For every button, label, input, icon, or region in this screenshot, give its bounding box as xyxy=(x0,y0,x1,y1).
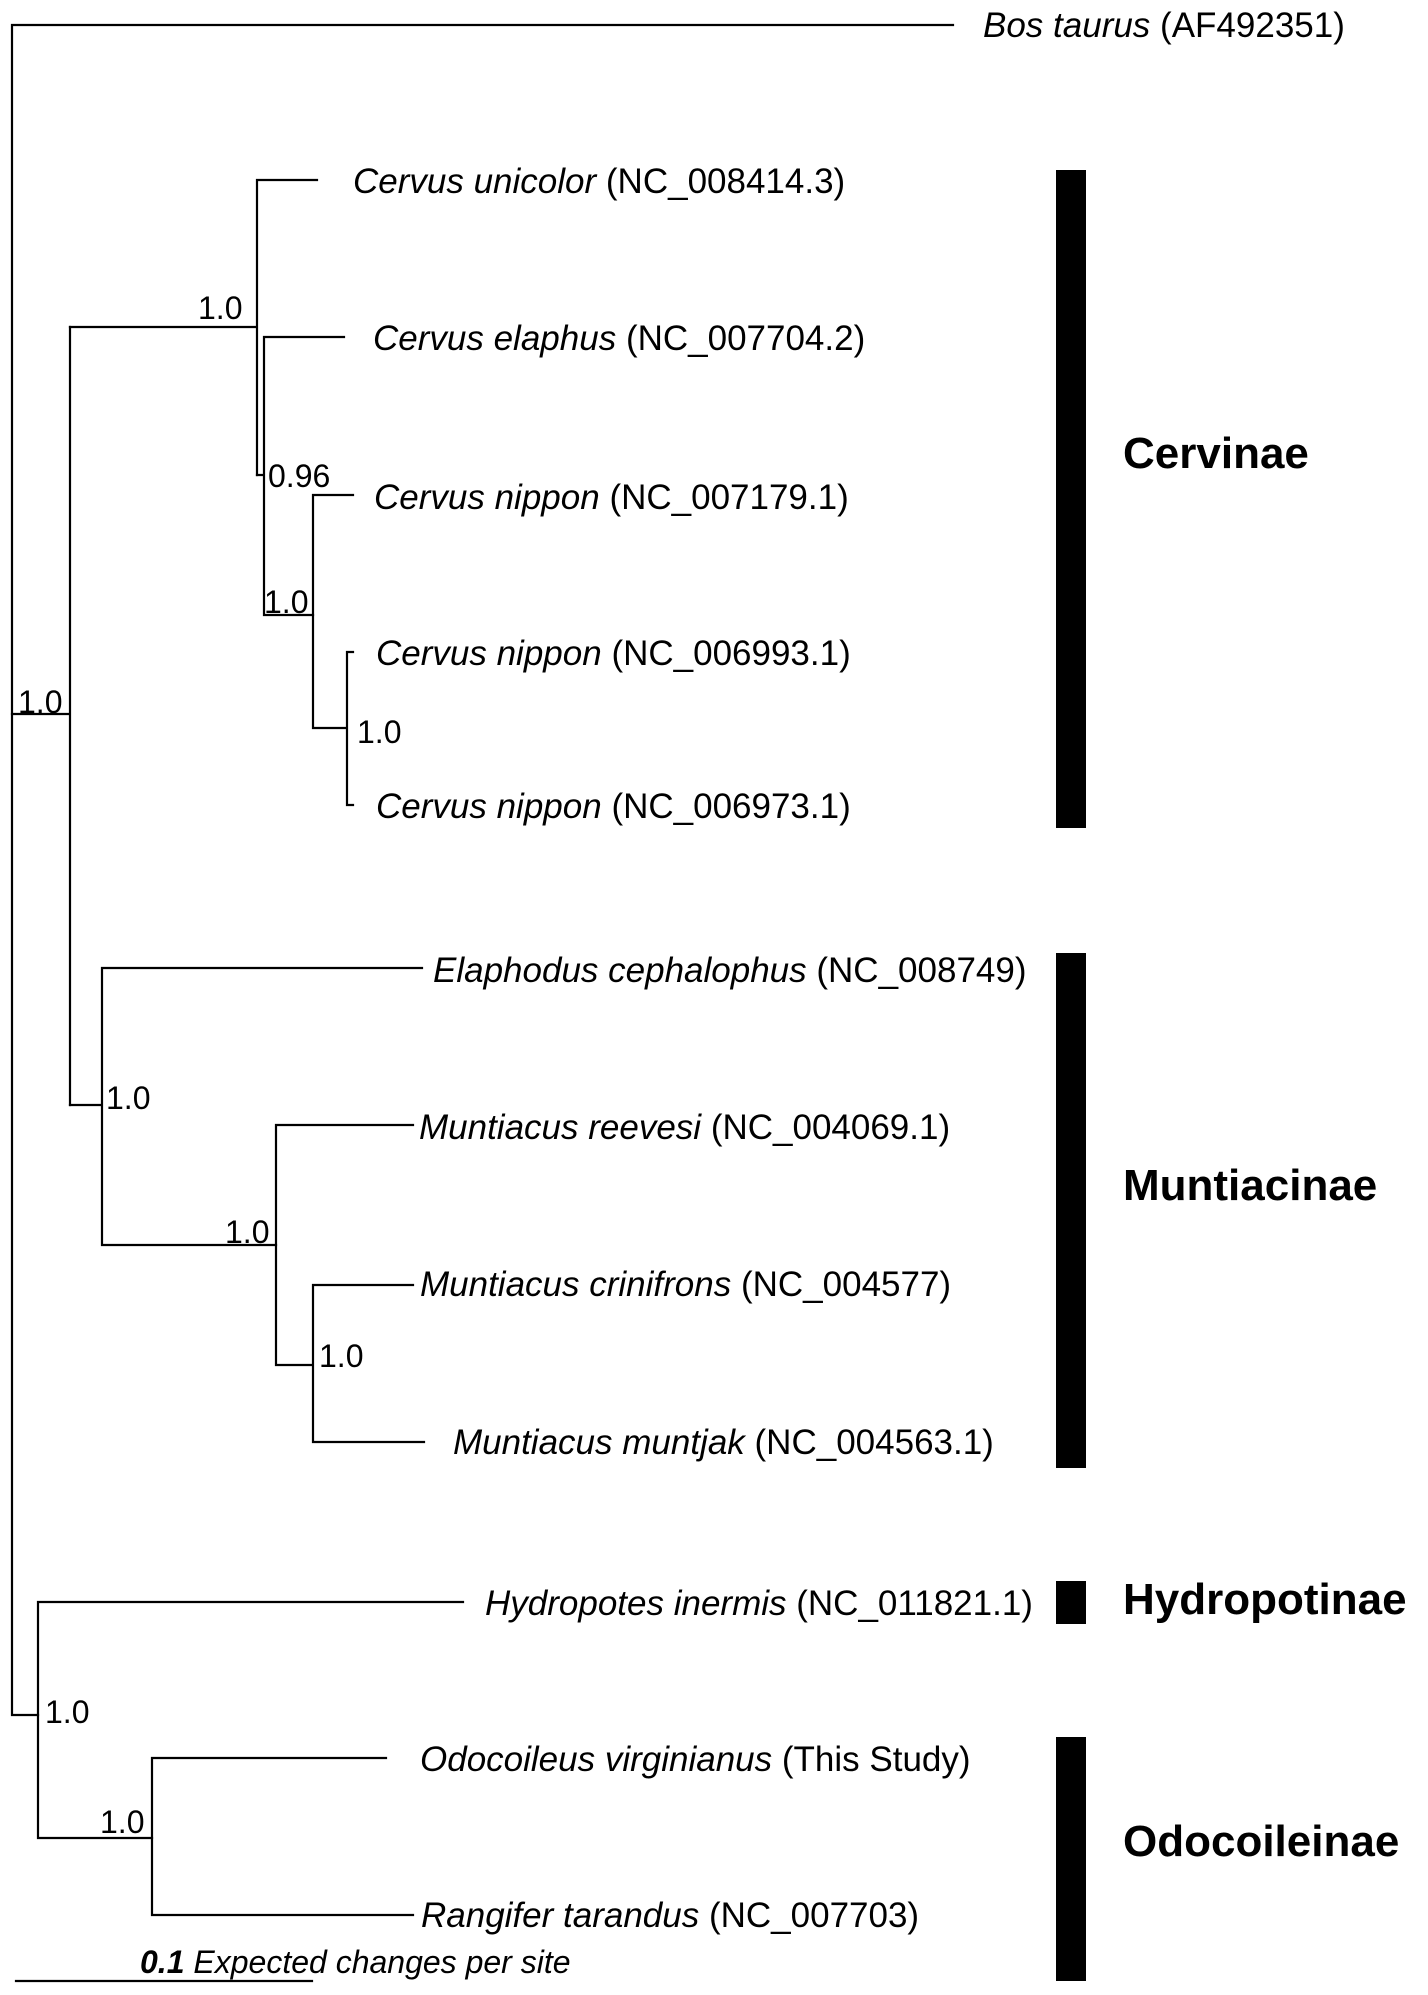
accession: (NC_011821.1) xyxy=(796,1584,1033,1623)
support-value: 1.0 xyxy=(100,1804,145,1840)
support-value: 1.0 xyxy=(198,290,243,326)
taxon-label-cervus-unicolor: Cervus unicolor (NC_008414.3) xyxy=(353,164,845,199)
accession: (NC_006973.1) xyxy=(611,787,851,826)
support-value: 1.0 xyxy=(357,714,402,750)
accession: (NC_004069.1) xyxy=(710,1108,951,1147)
taxon-label-rangifer-tarandus: Rangifer tarandus (NC_007703) xyxy=(421,1898,919,1933)
branch-muntiacinae xyxy=(68,966,424,1247)
branch-odocoileinae xyxy=(150,1756,415,1917)
clade-label-odocoileinae: Odocoileinae xyxy=(1123,1817,1400,1866)
support-value: 1.0 xyxy=(18,684,63,720)
species-name: Cervus nippon xyxy=(376,787,602,826)
branch-cervus-elaphus-nippon xyxy=(255,335,346,617)
support-value: 1.0 xyxy=(264,584,309,620)
accession: (NC_007179.1) xyxy=(609,478,849,517)
support-value: 0.96 xyxy=(268,458,331,494)
species-name: Elaphodus cephalophus xyxy=(433,951,807,990)
taxon-label-cervus-nippon-1: Cervus nippon (NC_007179.1) xyxy=(374,480,849,515)
species-name: Odocoileus virginianus xyxy=(420,1740,773,1779)
species-name: Cervus nippon xyxy=(374,478,600,517)
species-name: Cervus nippon xyxy=(376,634,602,673)
scale-value: 0.1 xyxy=(140,1944,185,1980)
accession: (NC_004577) xyxy=(740,1265,952,1304)
accession: (NC_004563.1) xyxy=(754,1423,994,1462)
accession: (NC_007703) xyxy=(708,1896,920,1935)
scale-text: Expected changes per site xyxy=(193,1944,571,1980)
species-name: Muntiacus muntjak xyxy=(453,1423,745,1462)
species-name: Rangifer tarandus xyxy=(421,1896,700,1935)
branch-capreolinae xyxy=(36,1600,465,1840)
branch-muntiacus xyxy=(274,1123,426,1444)
taxon-label-cervus-nippon-3: Cervus nippon (NC_006973.1) xyxy=(376,789,851,824)
clade-bar-muntiacinae xyxy=(1056,953,1086,1468)
taxon-label-bos-taurus: Bos taurus (AF492351) xyxy=(983,8,1345,43)
support-value: 1.0 xyxy=(45,1694,90,1730)
clade-bar-odocoileinae xyxy=(1056,1737,1086,1981)
taxon-label-hydropotes-inermis: Hydropotes inermis (NC_011821.1) xyxy=(485,1586,1033,1621)
clade-bar-cervinae xyxy=(1056,170,1086,828)
branch-root xyxy=(10,23,955,1717)
clade-label-hydropotinae: Hydropotinae xyxy=(1123,1575,1407,1624)
species-name: Cervus unicolor xyxy=(353,162,597,201)
taxon-label-cervus-elaphus: Cervus elaphus (NC_007704.2) xyxy=(373,321,865,356)
branch-cervus-nippon xyxy=(311,493,355,807)
clade-label-cervinae: Cervinae xyxy=(1123,429,1309,478)
support-value: 1.0 xyxy=(106,1080,151,1116)
accession: (NC_006993.1) xyxy=(611,634,851,673)
branch-cervinae xyxy=(68,178,319,477)
support-value: 1.0 xyxy=(319,1338,364,1374)
species-name: Cervus elaphus xyxy=(373,319,617,358)
species-name: Hydropotes inermis xyxy=(485,1584,787,1623)
support-value: 1.0 xyxy=(225,1214,270,1250)
scale-bar-label: 0.1 Expected changes per site xyxy=(140,1946,571,1978)
accession: (NC_007704.2) xyxy=(625,319,866,358)
accession: (NC_008749) xyxy=(816,951,1027,990)
species-name: Muntiacus crinifrons xyxy=(420,1265,732,1304)
accession: (This Study) xyxy=(781,1740,971,1779)
clade-bar-hydropotinae xyxy=(1056,1581,1086,1624)
accession: (AF492351) xyxy=(1160,6,1345,45)
taxon-label-odocoileus-virginianus: Odocoileus virginianus (This Study) xyxy=(420,1742,971,1777)
taxon-label-muntiacus-reevesi: Muntiacus reevesi (NC_004069.1) xyxy=(419,1110,950,1145)
branch-cervinae-muntiacinae xyxy=(10,325,72,1107)
clade-label-muntiacinae: Muntiacinae xyxy=(1123,1161,1378,1210)
taxon-label-cervus-nippon-2: Cervus nippon (NC_006993.1) xyxy=(376,636,851,671)
species-name: Muntiacus reevesi xyxy=(419,1108,702,1147)
species-name: Bos taurus xyxy=(983,6,1151,45)
taxon-label-muntiacus-muntjak: Muntiacus muntjak (NC_004563.1) xyxy=(453,1425,994,1460)
accession: (NC_008414.3) xyxy=(605,162,846,201)
taxon-label-muntiacus-crinifrons: Muntiacus crinifrons (NC_004577) xyxy=(420,1267,951,1302)
taxon-label-elaphodus-cephalophus: Elaphodus cephalophus (NC_008749) xyxy=(433,953,1027,988)
